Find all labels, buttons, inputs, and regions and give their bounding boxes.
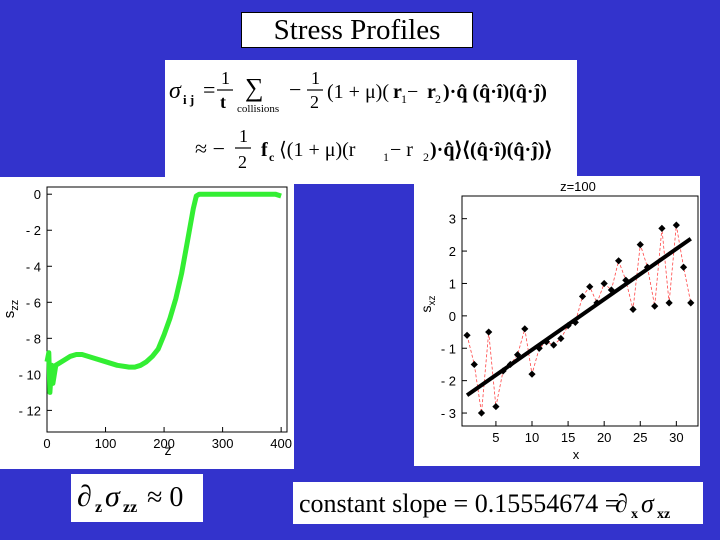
constant-slope-text: constant slope = 0.15554674 = bbox=[299, 489, 619, 518]
sigma-zz-symbol: σ bbox=[105, 480, 121, 513]
szz-x-tick-label: 200 bbox=[153, 436, 175, 451]
sxz-plot-frame bbox=[461, 195, 699, 427]
szz-y-tick-label: - 8 bbox=[26, 331, 41, 346]
szz-chart-panel: 0 - 2 - 4 - 6 - 8 - 10 - 12 0 100 200 300 400 z sz… bbox=[0, 177, 294, 469]
factor-mu: (1 + μ)( bbox=[327, 81, 389, 103]
stress-formula-svg: σ i j = 1 t ∑ collisions − 1 2 (1 + μ)( … bbox=[169, 68, 552, 172]
sxz-data-point bbox=[658, 224, 666, 232]
sigma-xz-symbol: σ bbox=[641, 489, 655, 518]
r1-vector: r bbox=[393, 81, 402, 103]
sxz-x-tick-label: 20 bbox=[597, 430, 611, 445]
fraction-3-denominator: 2 bbox=[238, 152, 247, 172]
szz-chart: 0 - 2 - 4 - 6 - 8 - 10 - 12 0 100 200 300 400 z sz… bbox=[1, 186, 292, 458]
equals-sign: = bbox=[203, 77, 215, 102]
sigma-zz-subscript: zz bbox=[123, 499, 137, 516]
constant-slope-svg: constant slope = 0.15554674 = ∂ x σ xz bbox=[299, 489, 670, 522]
sxz-data-point bbox=[463, 331, 471, 339]
fc-symbol: f bbox=[261, 139, 268, 161]
sxz-y-tick-label: - 3 bbox=[441, 406, 456, 421]
sum-subscript: collisions bbox=[237, 103, 279, 115]
sxz-y-tick-label: - 2 bbox=[441, 374, 456, 389]
r2-vector: r bbox=[427, 81, 436, 103]
sigma-xz-subscript: xz bbox=[657, 507, 670, 522]
partial-subscript-x: x bbox=[631, 507, 638, 522]
sxz-data-point bbox=[578, 292, 587, 301]
szz-series-line bbox=[44, 191, 282, 395]
sxz-data-point bbox=[636, 240, 644, 249]
sxz-data-point bbox=[687, 299, 695, 307]
fraction-2-numerator: 1 bbox=[311, 68, 320, 88]
q-dot-product: )·q̂ (q̂·î)(q̂·ĵ) bbox=[443, 81, 547, 103]
sxz-data-point bbox=[485, 328, 493, 336]
sxz-data-point bbox=[607, 286, 615, 294]
fraction-1-numerator: 1 bbox=[221, 68, 230, 88]
sxz-data-point bbox=[564, 321, 572, 330]
slide-title: Stress Profiles bbox=[241, 12, 473, 48]
szz-y-tick-label: 0 bbox=[34, 187, 41, 202]
approx-sign: ≈ − bbox=[195, 136, 225, 161]
r1-subscript: 1 bbox=[401, 92, 407, 106]
szz-x-tick-label: 400 bbox=[270, 436, 292, 451]
sxz-y-tick-label: 1 bbox=[449, 276, 456, 291]
sxz-x-tick-label: 30 bbox=[669, 430, 683, 445]
partial-symbol-x: ∂ bbox=[615, 489, 628, 518]
szz-plot-frame bbox=[46, 186, 288, 433]
minus-r: − bbox=[407, 81, 418, 103]
sxz-y-tick-label: 3 bbox=[449, 212, 456, 227]
szz-y-tick-label: - 10 bbox=[19, 367, 41, 382]
r2-subscript-2: 2 bbox=[423, 150, 429, 164]
minus-r-2: − r bbox=[390, 139, 413, 161]
fraction-1-denominator: t bbox=[220, 92, 226, 112]
szz-y-tick-label: - 12 bbox=[19, 403, 41, 418]
sxz-y-tick-label: - 1 bbox=[441, 341, 456, 356]
approx-zero: ≈ 0 bbox=[147, 482, 183, 513]
constant-slope-equation: constant slope = 0.15554674 = ∂ x σ xz bbox=[293, 482, 703, 524]
sxz-data-point bbox=[672, 221, 680, 229]
sxz-data-point bbox=[542, 338, 551, 346]
partial-subscript-z: z bbox=[95, 499, 102, 516]
fraction-3-numerator: 1 bbox=[239, 126, 248, 146]
minus-sign: − bbox=[289, 77, 301, 102]
sxz-x-tick-label: 5 bbox=[492, 430, 499, 445]
szz-y-axis-label: szz bbox=[1, 300, 21, 319]
sxz-x-tick-label: 15 bbox=[561, 430, 575, 445]
sxz-y-axis-label: sxz bbox=[418, 296, 438, 313]
szz-x-tick-label: 300 bbox=[212, 436, 234, 451]
sigma-symbol: σ bbox=[169, 78, 182, 104]
szz-x-tick-label: 0 bbox=[43, 436, 50, 451]
sxz-y-tick-label: 0 bbox=[449, 309, 456, 324]
sum-symbol: ∑ bbox=[245, 73, 264, 102]
sxz-dashed-connector bbox=[466, 225, 692, 414]
szz-y-tick-label: - 6 bbox=[26, 295, 41, 310]
szz-x-tick-label: 100 bbox=[95, 436, 117, 451]
sigma-subscript: i j bbox=[183, 92, 194, 107]
szz-y-tick-label: - 2 bbox=[26, 223, 41, 238]
sxz-y-tick-label: 2 bbox=[449, 244, 456, 259]
stress-formula: σ i j = 1 t ∑ collisions − 1 2 (1 + μ)( … bbox=[165, 60, 577, 184]
szz-x-axis-label: z bbox=[165, 442, 172, 458]
sxz-data-point bbox=[586, 283, 594, 291]
szz-y-tick-label: - 4 bbox=[26, 259, 41, 274]
partial-symbol-z: ∂ bbox=[77, 480, 92, 513]
r2-subscript: 2 bbox=[435, 92, 441, 106]
divergence-zz-equation: ∂ z σ zz ≈ 0 bbox=[71, 474, 203, 522]
sxz-x-axis-label: x bbox=[573, 447, 580, 462]
average-body: ⟨(1 + μ)(r bbox=[279, 139, 356, 161]
sxz-x-tick-label: 10 bbox=[525, 430, 539, 445]
r1-subscript-2: 1 bbox=[383, 150, 389, 164]
fraction-2-denominator: 2 bbox=[310, 92, 319, 112]
divergence-zz-svg: ∂ z σ zz ≈ 0 bbox=[77, 480, 183, 516]
sxz-chart-title: z=100 bbox=[560, 179, 596, 194]
average-tail: )·q̂⟩⟨(q̂·î)(q̂·ĵ)⟩ bbox=[430, 139, 552, 161]
sxz-x-tick-label: 25 bbox=[633, 430, 647, 445]
fc-subscript: c bbox=[269, 150, 275, 164]
